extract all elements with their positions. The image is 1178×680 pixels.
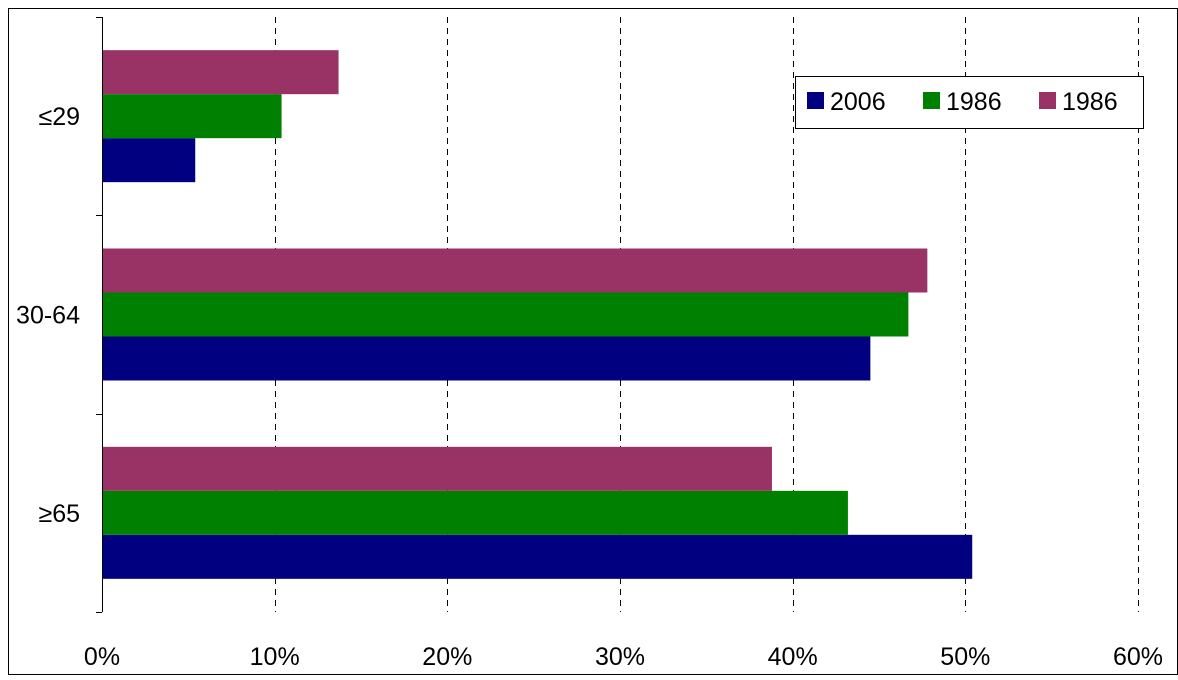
bar: [102, 534, 973, 579]
x-tick-label: 50%: [940, 643, 990, 671]
x-tick-label: 20%: [422, 643, 472, 671]
bar: [102, 336, 871, 381]
legend-swatch: [807, 92, 824, 109]
y-tick-label: ≥65: [38, 500, 80, 528]
bar: [102, 248, 928, 293]
y-tick-label: ≤29: [38, 103, 80, 131]
bar: [102, 292, 909, 337]
y-tick-label: 30-64: [16, 302, 80, 330]
bar: [102, 94, 282, 139]
legend-box: [795, 76, 1144, 129]
bar: [102, 446, 772, 491]
legend-label: 1986: [946, 88, 1002, 116]
legend-swatch: [1039, 92, 1056, 109]
x-tick-label: 60%: [1113, 643, 1163, 671]
legend-swatch: [923, 92, 940, 109]
bar: [102, 138, 196, 183]
x-tick-label: 30%: [595, 643, 645, 671]
x-tick-label: 0%: [84, 643, 120, 671]
axes: [96, 17, 103, 613]
tick-labels: ≤29 30-64 ≥65 0% 10% 20% 30% 40% 50% 60%: [16, 103, 1163, 671]
bar: [102, 490, 848, 535]
legend-label: 1986: [1062, 88, 1118, 116]
legend: 2006 1986 1986: [795, 76, 1144, 129]
x-tick-label: 10%: [250, 643, 300, 671]
x-tick-label: 40%: [768, 643, 818, 671]
bar: [102, 50, 339, 95]
bars: [102, 50, 973, 579]
legend-label: 2006: [830, 88, 886, 116]
